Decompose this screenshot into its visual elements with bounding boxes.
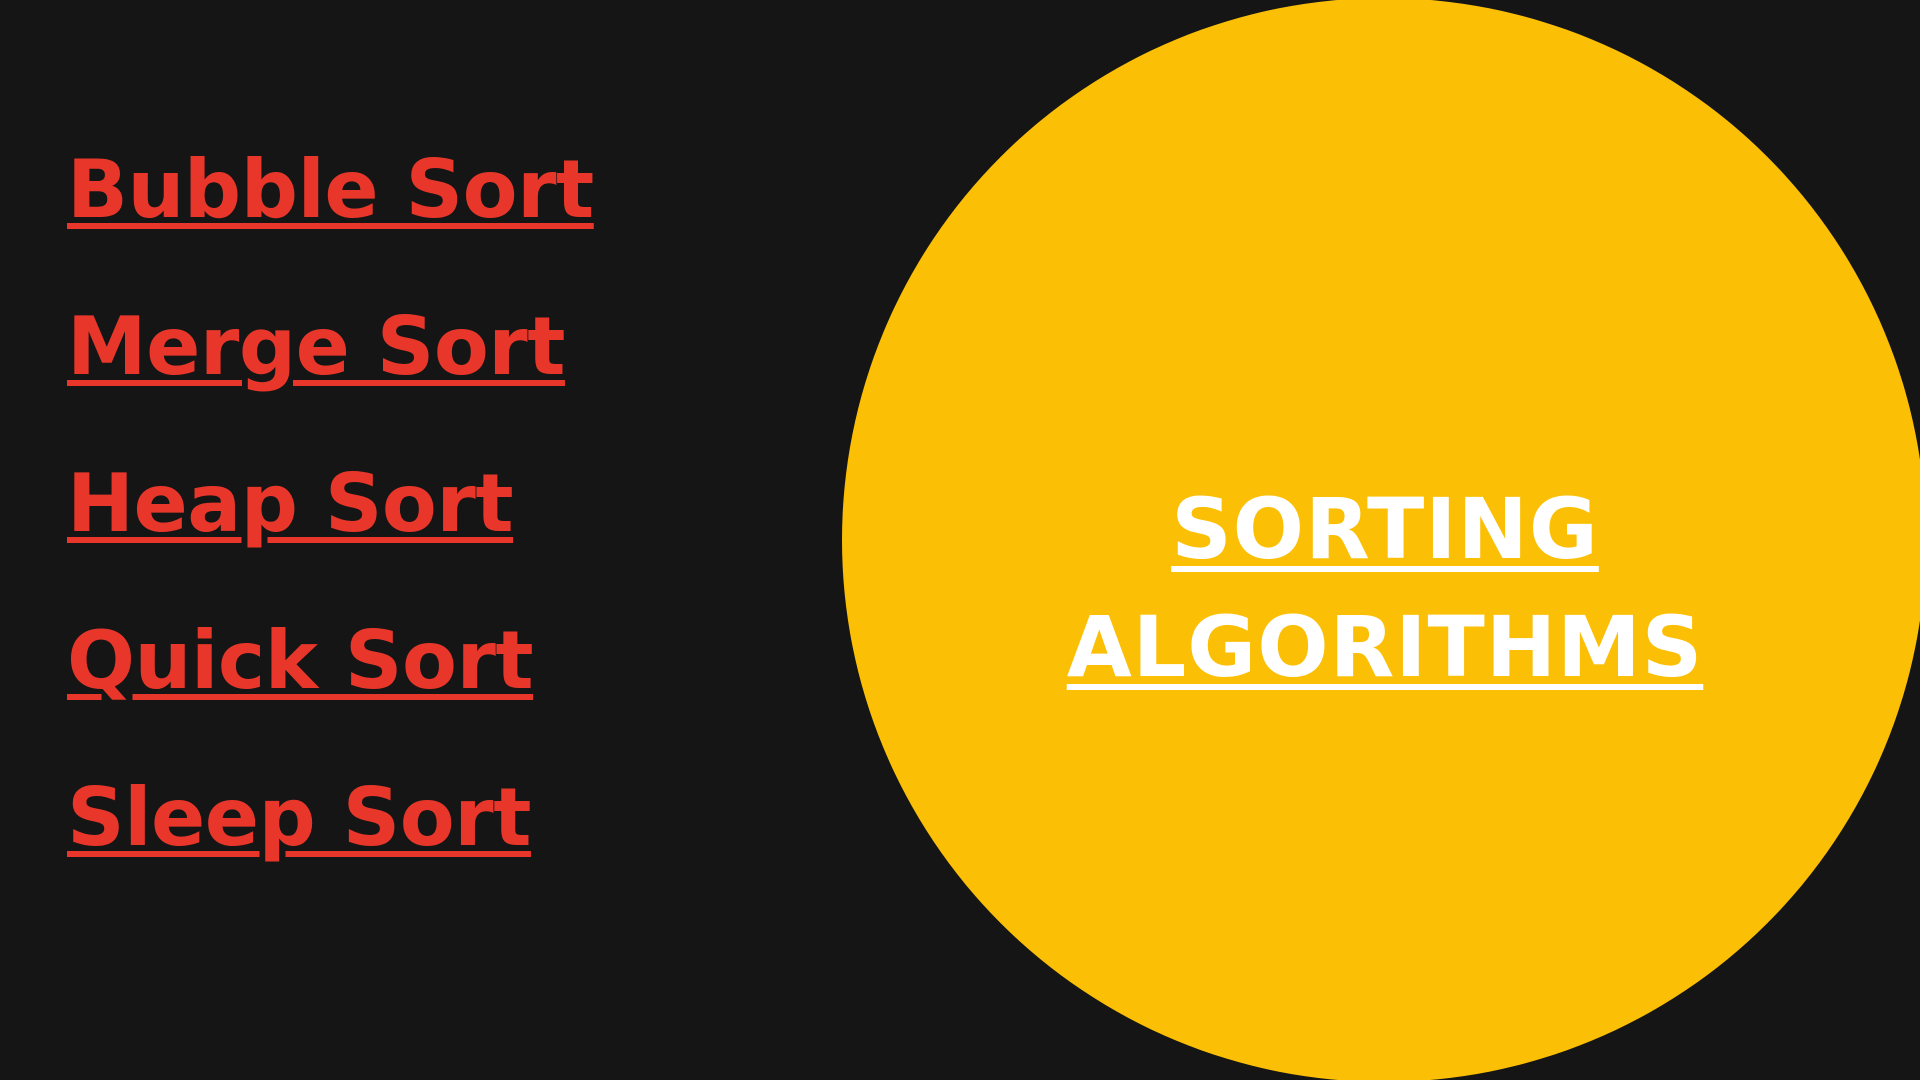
link-sleep-sort[interactable]: Sleep Sort bbox=[67, 771, 531, 864]
link-quick-sort[interactable]: Quick Sort bbox=[67, 614, 534, 707]
list-item: Sleep Sort bbox=[67, 768, 594, 925]
list-item: Quick Sort bbox=[67, 611, 594, 768]
title-line-2: ALGORITHMS bbox=[1066, 598, 1704, 696]
link-bubble-sort[interactable]: Bubble Sort bbox=[67, 143, 594, 236]
list-item: Merge Sort bbox=[67, 297, 594, 454]
page-title-link[interactable]: SORTING ALGORITHMS bbox=[1020, 470, 1750, 706]
link-heap-sort[interactable]: Heap Sort bbox=[67, 457, 514, 550]
sorting-algorithm-links: Bubble Sort Merge Sort Heap Sort Quick S… bbox=[67, 140, 594, 925]
title-line-1: SORTING bbox=[1171, 480, 1599, 578]
list-item: Bubble Sort bbox=[67, 140, 594, 297]
title-circle bbox=[842, 0, 1920, 1080]
link-merge-sort[interactable]: Merge Sort bbox=[67, 300, 565, 393]
list-item: Heap Sort bbox=[67, 454, 594, 611]
